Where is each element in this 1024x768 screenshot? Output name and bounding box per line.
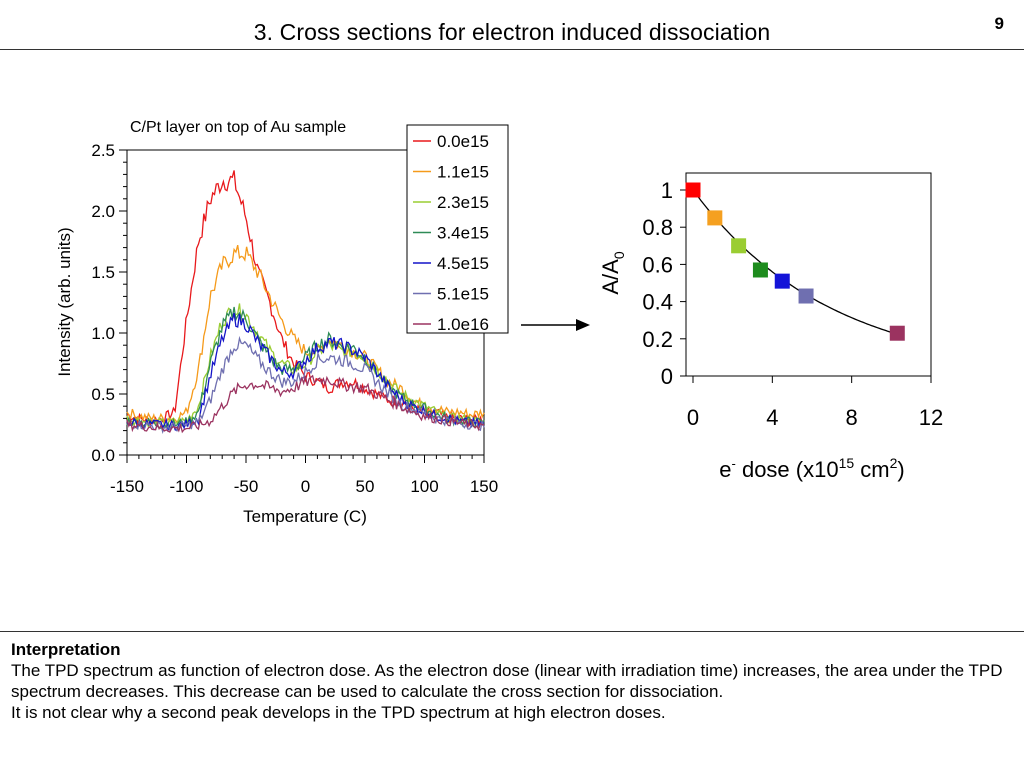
tpd-y-tick-label: 2.5: [91, 141, 115, 160]
decay-data-point: [752, 262, 768, 278]
tpd-x-tick-label: -50: [234, 477, 259, 496]
figure-canvas: C/Pt layer on top of Au sample 0.0 0.5 1.0…: [55, 119, 943, 526]
decay-y-axis-label: A/A0: [598, 251, 627, 294]
decay-x-axis-label: e- dose (x1015 cm2): [719, 455, 904, 482]
decay-fit-curve: [692, 189, 898, 335]
tpd-legend-label: 5.1e15: [437, 285, 489, 304]
tpd-y-tick-label: 0.5: [91, 385, 115, 404]
decay-y-tick-label: 1: [661, 178, 673, 203]
decay-axes: 0 0.2 0.4 0.6 0.8 1 0 4 8 12: [642, 178, 943, 430]
decay-plot-area: [685, 172, 932, 377]
tpd-axes: 0.0 0.5 1.0 1.5 2.0 2.5 -150 -100 -50 0 50 100 150: [91, 141, 498, 496]
decay-y-tick-label: 0.6: [642, 252, 673, 277]
tpd-series-line: [126, 374, 485, 434]
tpd-legend: 0.0e15 1.1e15 2.3e15 3.4e15 4.5e15 5.1e15 1.0e…: [406, 124, 509, 334]
tpd-legend-label: 2.3e15: [437, 193, 489, 212]
tpd-chart: C/Pt layer on top of Au sample 0.0 0.5 1.0…: [55, 119, 509, 526]
tpd-x-tick-label: 100: [410, 477, 438, 496]
decay-y-tick-label: 0: [661, 364, 673, 389]
slide-title: 3. Cross sections for electron induced d…: [253, 19, 771, 45]
tpd-y-tick-label: 1.0: [91, 324, 115, 343]
tpd-x-tick-label: 150: [470, 477, 498, 496]
decay-data-point: [731, 238, 747, 254]
tpd-x-axis-label: Temperature (C): [243, 507, 367, 526]
tpd-series-line: [126, 335, 485, 435]
right-arrow: [521, 319, 590, 331]
tpd-legend-label: 4.5e15: [437, 254, 489, 273]
interpretation-text: Interpretation The TPD spectrum as funct…: [11, 639, 1016, 723]
tpd-x-tick-label: -100: [169, 477, 203, 496]
tpd-legend-items: 0.0e15 1.1e15 2.3e15 3.4e15 4.5e15 5.1e15 1.0e…: [413, 132, 489, 334]
decay-data-point: [707, 210, 723, 226]
tpd-legend-label: 0.0e15: [437, 132, 489, 151]
decay-y-tick-label: 0.8: [642, 215, 673, 240]
decay-x-tick-label: 4: [766, 405, 778, 430]
tpd-y-tick-label: 0.0: [91, 446, 115, 465]
decay-points-group: [685, 182, 905, 341]
tpd-x-tick-label: 0: [301, 477, 310, 496]
page-number: 9: [994, 14, 1004, 33]
tpd-series-group: [126, 170, 485, 435]
decay-data-point: [798, 288, 814, 304]
tpd-y-axis-label: Intensity (arb. units): [55, 227, 74, 376]
interpretation-divider: [0, 631, 1024, 632]
interpretation-line: The TPD spectrum as function of electron…: [11, 661, 1003, 701]
tpd-legend-label: 1.1e15: [437, 163, 489, 182]
interpretation-heading: Interpretation: [11, 640, 121, 659]
tpd-y-tick-label: 1.5: [91, 263, 115, 282]
decay-x-tick-label: 8: [846, 405, 858, 430]
decay-y-tick-label: 0.4: [642, 290, 673, 315]
decay-y-tick-label: 0.2: [642, 327, 673, 352]
title-divider: [0, 49, 1024, 50]
tpd-x-tick-label: -150: [110, 477, 144, 496]
tpd-legend-box: [406, 124, 509, 334]
decay-data-point: [685, 182, 701, 198]
tpd-legend-label: 3.4e15: [437, 224, 489, 243]
decay-x-tick-label: 12: [919, 405, 943, 430]
tpd-legend-label: 1.0e16: [437, 315, 489, 334]
interpretation-line: It is not clear why a second peak develo…: [11, 703, 666, 722]
tpd-x-tick-label: 50: [356, 477, 375, 496]
decay-data-point: [889, 325, 905, 341]
tpd-y-tick-label: 2.0: [91, 202, 115, 221]
tpd-chart-title: C/Pt layer on top of Au sample: [130, 119, 346, 136]
decay-x-tick-label: 0: [687, 405, 699, 430]
decay-chart: 00.20.40.60.810 4 8 12 e- dose (x1015 cm2) …: [598, 172, 943, 482]
decay-data-point: [774, 273, 790, 289]
